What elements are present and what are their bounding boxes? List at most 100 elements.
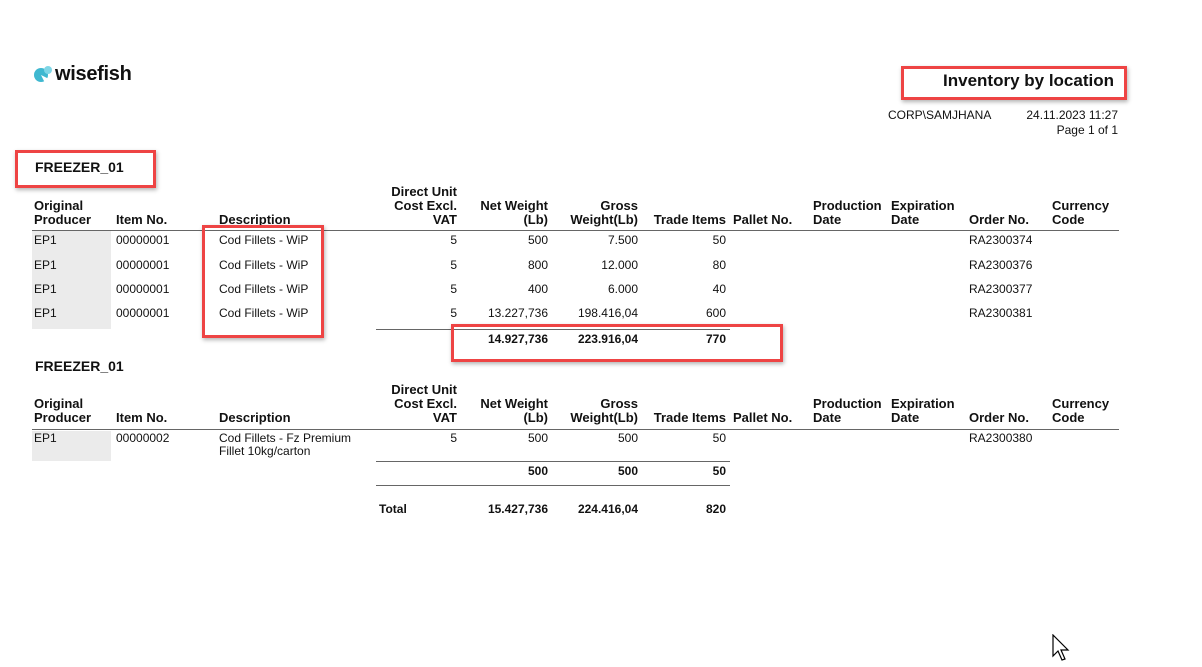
column-header: (Lb): [523, 212, 548, 227]
wisefish-logo: wisefish: [33, 63, 132, 86]
column-header: Weight(Lb): [570, 212, 638, 227]
column-header: Trade Items: [653, 410, 726, 425]
column-header: Code: [1052, 212, 1085, 227]
column-header: VAT: [432, 212, 457, 227]
unit-cost-cell: 5: [450, 233, 457, 247]
column-header: Order No.: [969, 410, 1029, 425]
column-header: Production: [813, 198, 882, 213]
column-header: Gross: [600, 198, 638, 213]
item-no-cell: 00000002: [116, 431, 170, 445]
column-header: Date: [813, 410, 842, 425]
column-header: Pallet No.: [733, 410, 793, 425]
producer-column-shade: [32, 431, 111, 461]
report-title: Inventory by location: [943, 71, 1114, 90]
location-heading: FREEZER_01: [35, 159, 124, 175]
net-weight-cell: 13.227,736: [487, 306, 548, 320]
column-header: Direct Unit: [391, 184, 457, 199]
subtotal-net-weight: 500: [527, 464, 548, 478]
column-header: Expiration: [891, 198, 955, 213]
total-divider: [376, 485, 730, 486]
description-cell: Cod Fillets - WiP: [219, 306, 309, 320]
report-datetime: 24.11.2023 11:27: [1026, 108, 1118, 122]
trade-items-cell: 600: [705, 306, 726, 320]
trade-items-cell: 50: [712, 431, 726, 445]
producer-cell: EP1: [34, 306, 57, 320]
column-header: Producer: [34, 212, 92, 227]
column-header: Net Weight: [480, 198, 548, 213]
net-weight-cell: 400: [527, 282, 548, 296]
unit-cost-cell: 5: [450, 282, 457, 296]
producer-cell: EP1: [34, 431, 57, 445]
net-weight-cell: 500: [527, 431, 548, 445]
gross-weight-cell: 12.000: [601, 258, 638, 272]
column-header: Item No.: [116, 410, 168, 425]
subtotal-gross-weight: 223.916,04: [577, 332, 638, 346]
unit-cost-cell: 5: [450, 306, 457, 320]
order-no-cell: RA2300374: [969, 233, 1033, 247]
column-header: (Lb): [523, 410, 548, 425]
column-header: Currency: [1052, 198, 1110, 213]
unit-cost-cell: 5: [450, 258, 457, 272]
gross-weight-cell: 6.000: [607, 282, 638, 296]
annotation-box-subtotal: [451, 324, 783, 362]
order-no-cell: RA2300380: [969, 431, 1033, 445]
column-header: Currency: [1052, 396, 1110, 411]
page-number: Page 1 of 1: [1056, 123, 1118, 137]
trade-items-cell: 40: [712, 282, 726, 296]
net-weight-cell: 500: [527, 233, 548, 247]
column-header: Original: [34, 198, 84, 213]
subtotal-trade-items: 770: [705, 332, 726, 346]
net-weight-cell: 800: [527, 258, 548, 272]
annotation-box-location: [15, 150, 156, 188]
producer-column-shade: [32, 231, 111, 329]
annotation-box-title: [901, 66, 1127, 100]
column-header: Date: [891, 212, 920, 227]
column-header: Direct Unit: [391, 382, 457, 397]
item-no-cell: 00000001: [116, 306, 170, 320]
total-net-weight: 15.427,736: [487, 502, 548, 516]
subtotal-gross-weight: 500: [617, 464, 638, 478]
column-header: Expiration: [891, 396, 955, 411]
gross-weight-cell: 500: [617, 431, 638, 445]
gross-weight-cell: 198.416,04: [577, 306, 638, 320]
column-header: Cost Excl.: [394, 198, 457, 213]
column-header: Pallet No.: [733, 212, 793, 227]
column-header: Code: [1052, 410, 1085, 425]
subtotal-divider: [376, 329, 730, 330]
subtotal-divider: [376, 461, 730, 462]
location-heading: FREEZER_01: [35, 358, 124, 374]
description-cell: Cod Fillets - Fz Premium: [219, 431, 352, 445]
total-gross-weight: 224.416,04: [577, 502, 638, 516]
logo-text: wisefish: [55, 63, 132, 85]
mouse-cursor-icon: [1052, 633, 1072, 667]
column-header: Cost Excl.: [394, 396, 457, 411]
description-cell: Cod Fillets - WiP: [219, 258, 309, 272]
column-header: Gross: [600, 396, 638, 411]
column-header: Order No.: [969, 212, 1029, 227]
report-user: CORP\SAMJHANA: [888, 108, 992, 122]
column-header: Description: [219, 212, 291, 227]
item-no-cell: 00000001: [116, 282, 170, 296]
subtotal-net-weight: 14.927,736: [487, 332, 548, 346]
order-no-cell: RA2300376: [969, 258, 1033, 272]
column-header: Producer: [34, 410, 92, 425]
subtotal-trade-items: 50: [712, 464, 726, 478]
producer-cell: EP1: [34, 282, 57, 296]
column-header: Item No.: [116, 212, 168, 227]
unit-cost-cell: 5: [450, 431, 457, 445]
trade-items-cell: 80: [712, 258, 726, 272]
column-header: Production: [813, 396, 882, 411]
column-header: Original: [34, 396, 84, 411]
column-header: Trade Items: [653, 212, 726, 227]
total-label: Total: [379, 502, 407, 516]
order-no-cell: RA2300377: [969, 282, 1033, 296]
header-divider: [32, 230, 1119, 231]
description-cell: Cod Fillets - WiP: [219, 282, 309, 296]
column-header: VAT: [432, 410, 457, 425]
order-no-cell: RA2300381: [969, 306, 1033, 320]
annotation-box-description: [202, 225, 324, 338]
producer-cell: EP1: [34, 233, 57, 247]
fish-logo-icon: [34, 65, 52, 83]
column-header: Net Weight: [480, 396, 548, 411]
trade-items-cell: 50: [712, 233, 726, 247]
